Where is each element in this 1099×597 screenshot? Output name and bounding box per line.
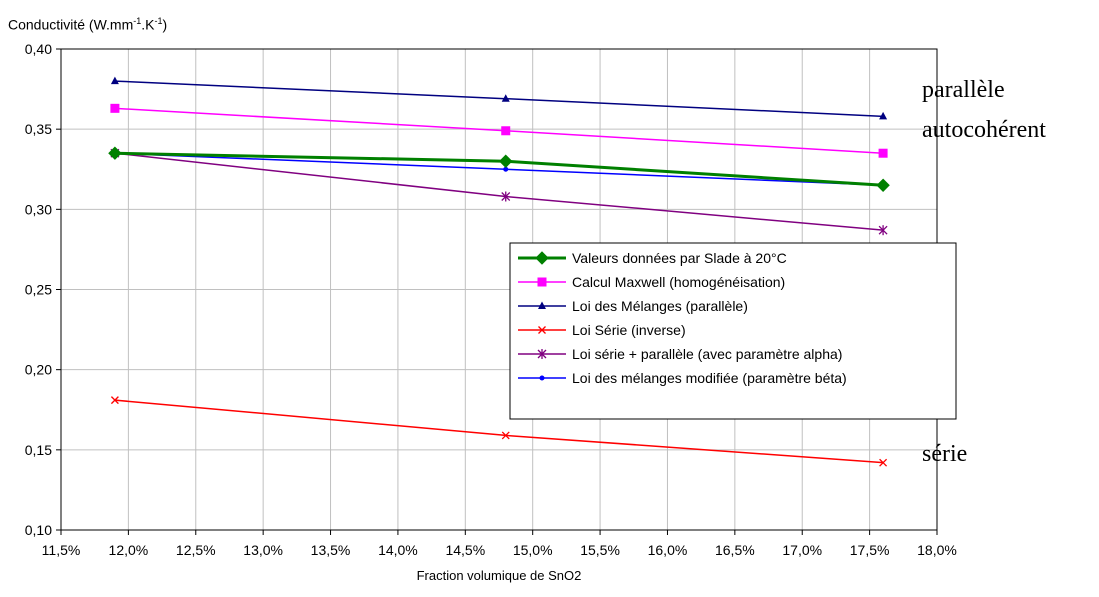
legend-label: Calcul Maxwell (homogénéisation) <box>572 274 785 290</box>
y-axis-title-end: ) <box>162 16 168 33</box>
x-tick-label: 18,0% <box>917 542 957 558</box>
annotation-label: série <box>922 441 967 467</box>
legend-marker <box>539 375 545 381</box>
data-point <box>878 148 888 158</box>
legend-marker <box>538 326 546 334</box>
data-point <box>879 111 888 120</box>
data-point <box>501 126 511 136</box>
y-tick-label: 0,20 <box>25 362 52 378</box>
y-axis: 0,10 0,15 0,20 0,25 0,30 0,35 0,40 <box>25 41 61 538</box>
legend-marker <box>538 301 546 309</box>
annotations: parallèle autocohérent série <box>922 77 1046 467</box>
x-tick-label: 14,0% <box>378 542 418 558</box>
legend-label: Loi série + parallèle (avec paramètre al… <box>572 346 842 362</box>
y-tick-label: 0,40 <box>25 41 52 57</box>
y-axis-title-sup1: -1 <box>133 16 142 26</box>
y-axis-title-sup2: -1 <box>154 16 163 26</box>
legend: Valeurs données par Slade à 20°C Calcul M… <box>509 242 957 420</box>
series-3 <box>110 76 888 120</box>
data-point <box>110 103 120 113</box>
data-point <box>501 94 510 102</box>
y-axis-title-base: Conductivité (W.mm <box>8 16 134 33</box>
x-tick-label: 16,5% <box>715 542 755 558</box>
y-tick-label: 0,10 <box>25 522 52 538</box>
y-tick-label: 0,35 <box>25 121 52 137</box>
x-tick-label: 16,0% <box>648 542 688 558</box>
y-tick-label: 0,25 <box>25 282 52 298</box>
x-tick-label: 13,5% <box>311 542 351 558</box>
legend-label: Valeurs données par Slade à 20°C <box>572 250 787 266</box>
series-4 <box>110 396 888 467</box>
data-point <box>503 166 509 172</box>
x-tick-label: 12,0% <box>109 542 149 558</box>
legend-marker <box>537 349 547 359</box>
x-tick-label: 11,5% <box>42 542 81 558</box>
series-group <box>108 76 890 467</box>
x-tick-label: 15,0% <box>513 542 553 558</box>
data-point <box>501 431 510 440</box>
x-tick-label: 13,0% <box>243 542 283 558</box>
legend-label: Loi des mélanges modifiée (paramètre bét… <box>572 370 847 386</box>
x-tick-label: 14,5% <box>445 542 485 558</box>
data-point <box>110 76 119 85</box>
data-point <box>499 154 513 168</box>
legend-item: Loi série + parallèle (avec paramètre al… <box>518 346 842 362</box>
y-axis-title: Conductivité (W.mm-1.K-1) <box>8 16 167 33</box>
annotation-label: autocohérent <box>922 117 1046 143</box>
series-line <box>114 152 884 187</box>
data-point <box>876 178 890 192</box>
x-tick-label: 15,5% <box>580 542 620 558</box>
x-tick-label: 12,5% <box>176 542 216 558</box>
data-point <box>108 146 122 160</box>
x-tick-label: 17,0% <box>782 542 822 558</box>
legend-box <box>509 242 957 420</box>
series-line <box>114 152 884 231</box>
data-point <box>110 396 119 405</box>
data-point <box>878 225 888 236</box>
legend-marker <box>537 277 547 287</box>
legend-item: Loi des mélanges modifiée (paramètre bét… <box>518 370 847 386</box>
legend-label: Loi des Mélanges (parallèle) <box>572 298 748 314</box>
y-axis-title-mid: .K <box>141 16 155 33</box>
annotation-label: parallèle <box>922 77 1005 103</box>
data-point <box>501 191 511 202</box>
legend-item: Loi des Mélanges (parallèle) <box>518 298 748 314</box>
y-tick-label: 0,15 <box>25 442 52 458</box>
series-2 <box>110 103 888 158</box>
x-axis: 11,5% 12,0% 12,5% 13,0% 13,5% 14,0% 14,5% 15,0%… <box>42 530 957 558</box>
legend-item: Calcul Maxwell (homogénéisation) <box>518 274 785 290</box>
x-axis-title: Fraction volumique de SnO2 <box>417 568 582 583</box>
x-tick-label: 17,5% <box>850 542 890 558</box>
series-1 <box>108 146 890 192</box>
series-line <box>114 107 884 154</box>
legend-marker <box>535 251 549 265</box>
series-line <box>114 80 884 118</box>
y-tick-label: 0,30 <box>25 201 52 217</box>
legend-label: Loi Série (inverse) <box>572 322 686 338</box>
legend-item: Loi Série (inverse) <box>518 322 686 338</box>
data-point <box>879 458 888 467</box>
legend-item: Valeurs données par Slade à 20°C <box>518 250 787 266</box>
